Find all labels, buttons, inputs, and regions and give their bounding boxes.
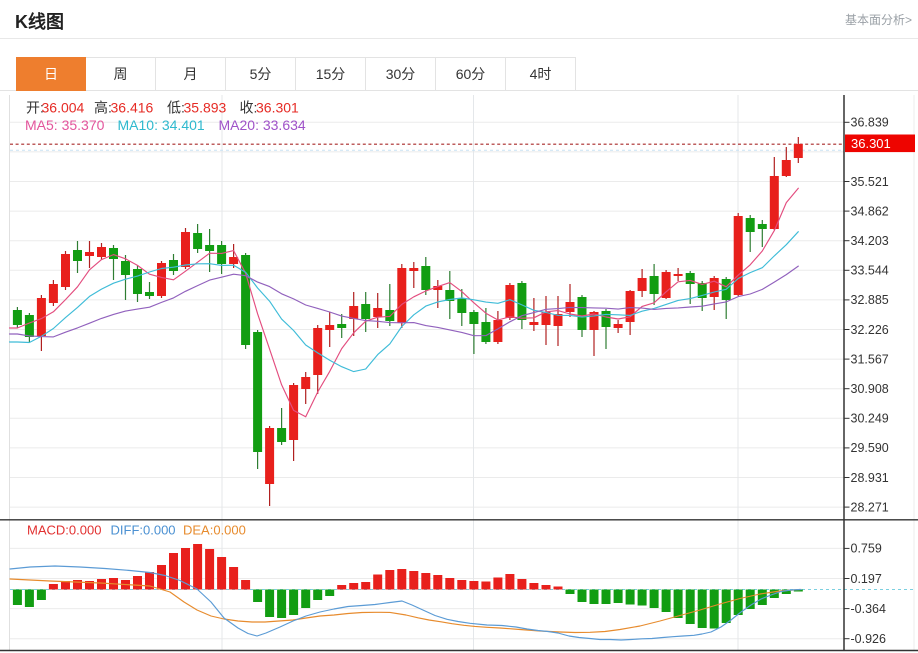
svg-text:28.271: 28.271: [851, 500, 889, 514]
svg-text:30.908: 30.908: [851, 382, 889, 396]
svg-text:MACD:0.000: MACD:0.000: [27, 523, 101, 538]
svg-text:29.590: 29.590: [851, 441, 889, 455]
svg-text:33.544: 33.544: [851, 264, 889, 278]
svg-text:36.301: 36.301: [256, 100, 299, 116]
svg-text:0.197: 0.197: [851, 572, 882, 586]
svg-text:36.004: 36.004: [42, 100, 85, 116]
svg-text:DEA:0.000: DEA:0.000: [183, 523, 246, 538]
svg-text:31.567: 31.567: [851, 352, 889, 366]
svg-text:32.885: 32.885: [851, 293, 889, 307]
svg-text:35.521: 35.521: [851, 175, 889, 189]
svg-text:28.931: 28.931: [851, 471, 889, 485]
svg-text:MA10: 34.401: MA10: 34.401: [118, 117, 205, 133]
svg-text:收:: 收:: [240, 100, 258, 116]
svg-text:高:: 高:: [94, 100, 112, 116]
svg-text:开:: 开:: [26, 100, 44, 116]
svg-text:-0.364: -0.364: [851, 602, 886, 616]
svg-text:MA5: 35.370: MA5: 35.370: [25, 117, 105, 133]
svg-text:34.862: 34.862: [851, 204, 889, 218]
svg-text:30.249: 30.249: [851, 412, 889, 426]
svg-text:32.226: 32.226: [851, 323, 889, 337]
svg-text:0.759: 0.759: [851, 542, 882, 556]
svg-text:36.416: 36.416: [111, 100, 154, 116]
svg-text:36.301: 36.301: [851, 136, 891, 151]
svg-text:-0.926: -0.926: [851, 632, 886, 646]
svg-text:MA20: 33.634: MA20: 33.634: [219, 117, 306, 133]
svg-text:35.893: 35.893: [184, 100, 227, 116]
svg-text:34.203: 34.203: [851, 234, 889, 248]
svg-text:36.839: 36.839: [851, 116, 889, 130]
svg-text:DIFF:0.000: DIFF:0.000: [111, 523, 176, 538]
svg-text:低:: 低:: [167, 100, 185, 116]
